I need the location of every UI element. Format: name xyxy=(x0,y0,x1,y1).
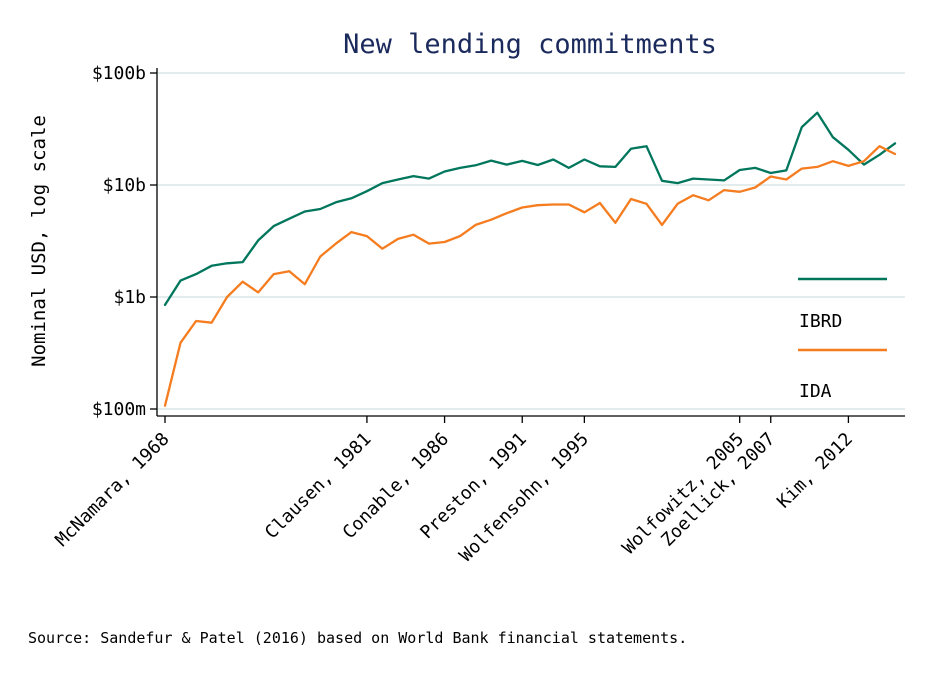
series-line-ibrd xyxy=(163,111,897,307)
chart-title: New lending commitments xyxy=(343,29,717,60)
series-lines xyxy=(163,111,897,407)
x-tick-label-7: Kim, 2012 xyxy=(773,429,857,513)
y-tick-label-1: $1b xyxy=(113,287,146,308)
y-tick-label-0: $100m xyxy=(92,399,146,420)
legend-label-ida: IDA xyxy=(799,381,832,402)
legend: IBRD IDA xyxy=(798,277,887,402)
grid-lines xyxy=(158,72,905,410)
y-axis-label: Nominal USD, log scale xyxy=(28,115,50,367)
y-tick-label-3: $100b xyxy=(92,63,146,84)
y-tick-label-2: $10b xyxy=(103,175,146,196)
legend-label-ibrd: IBRD xyxy=(799,311,842,332)
source-note: Source: Sandefur & Patel (2016) based on… xyxy=(28,629,687,647)
x-tick-label-0: McNamara, 1968 xyxy=(51,429,173,551)
series-line-ida xyxy=(163,145,897,407)
